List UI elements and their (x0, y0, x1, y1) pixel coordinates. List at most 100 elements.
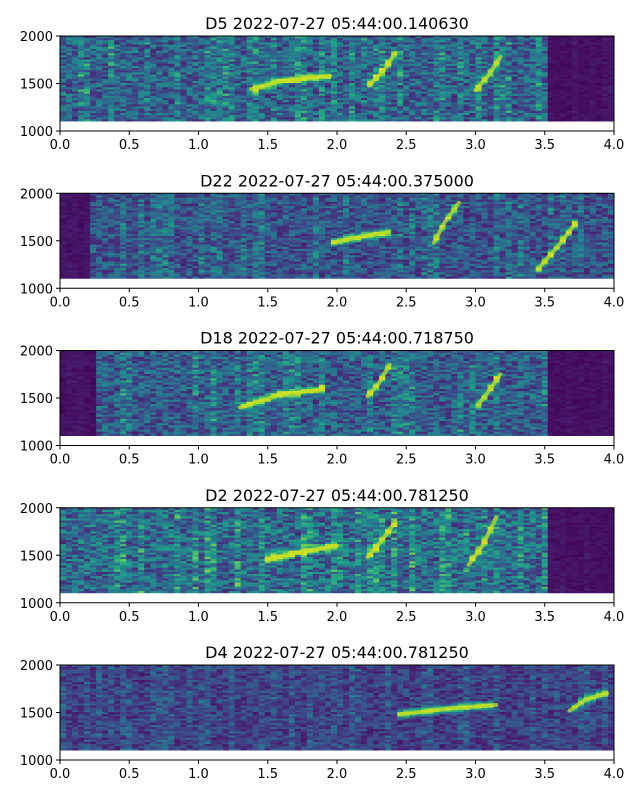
heatmap-cell (126, 85, 133, 88)
heatmap-cell (78, 70, 85, 73)
heatmap-cell (210, 108, 217, 112)
heatmap-cell (288, 38, 296, 41)
heatmap-cell (553, 42, 561, 45)
heatmap-cell (174, 78, 181, 82)
heatmap-cell (216, 112, 223, 116)
heatmap-cell (204, 55, 211, 58)
heatmap-cell (108, 106, 115, 110)
heatmap-cell (565, 104, 573, 107)
heatmap-cell (451, 50, 458, 54)
heatmap-cell (337, 68, 344, 71)
heatmap-cell (168, 61, 175, 65)
heatmap-cell (367, 72, 374, 75)
heatmap-cell (204, 227, 211, 230)
heatmap-cell (505, 55, 513, 58)
heatmap-cell (517, 76, 525, 80)
heatmap-cell (439, 117, 446, 120)
heatmap-cell (222, 80, 230, 84)
heatmap-cell (294, 72, 302, 75)
heatmap-cell (180, 97, 187, 101)
heatmap-cell (228, 272, 236, 275)
heatmap-cell (367, 110, 374, 114)
heatmap-cell (120, 221, 127, 224)
heatmap-cell (294, 119, 302, 122)
heatmap-cell (355, 85, 362, 88)
heatmap-cell (156, 274, 163, 278)
heatmap-cell (222, 242, 230, 245)
heatmap-cell (463, 46, 470, 50)
heatmap-cell (451, 97, 458, 101)
heatmap-cell (204, 93, 211, 97)
heatmap-cell (204, 263, 211, 267)
heatmap-cell (144, 253, 151, 256)
heatmap-cell (282, 108, 290, 112)
heatmap-cell (318, 110, 326, 114)
heatmap-cell (96, 272, 103, 275)
heatmap-cell (493, 104, 500, 107)
heatmap-cell (535, 57, 543, 60)
heatmap-cell (228, 255, 236, 258)
heatmap-cell (306, 80, 314, 84)
heatmap-cell (174, 110, 181, 114)
heatmap-cell (282, 44, 290, 48)
heatmap-cell (505, 72, 513, 75)
heatmap-cell (367, 78, 374, 82)
heatmap-cell (174, 44, 181, 48)
heatmap-cell (264, 59, 272, 63)
heatmap-cell (186, 257, 193, 260)
heatmap-cell (234, 231, 242, 235)
heatmap-cell (114, 108, 121, 112)
heatmap-cell (523, 36, 531, 39)
heatmap-cell (162, 238, 169, 241)
heatmap-cell (108, 74, 115, 78)
heatmap-cell (505, 93, 513, 97)
heatmap-cell (192, 72, 199, 75)
heatmap-cell (439, 85, 446, 88)
heatmap-cell (84, 276, 91, 280)
heatmap-cell (174, 106, 181, 110)
heatmap-cell (192, 257, 199, 260)
heatmap-cell (60, 72, 67, 75)
heatmap-cell (144, 274, 151, 278)
heatmap-cell (379, 46, 386, 50)
heatmap-cell (252, 104, 260, 107)
heatmap-cell (607, 61, 614, 65)
heatmap-cell (373, 68, 380, 71)
heatmap-cell (120, 112, 127, 116)
heatmap-cell (132, 253, 139, 256)
heatmap-cell (60, 263, 67, 267)
heatmap-cell (78, 268, 85, 271)
heatmap-cell (571, 93, 579, 97)
heatmap-cell (601, 91, 609, 95)
heatmap-cell (204, 240, 211, 243)
heatmap-cell (493, 115, 500, 118)
heatmap-cell (90, 50, 97, 54)
heatmap-cell (306, 61, 314, 65)
heatmap-cell (349, 46, 356, 50)
heatmap-cell (186, 36, 193, 39)
heatmap-cell (583, 74, 591, 78)
heatmap-cell (234, 221, 242, 224)
heatmap-cell (174, 97, 181, 101)
heatmap-cell (294, 117, 302, 120)
heatmap-cell (324, 36, 332, 39)
heatmap-cell (162, 110, 169, 114)
heatmap-cell (132, 63, 139, 67)
heatmap-cell (150, 102, 157, 105)
heatmap-cell (222, 110, 230, 114)
heatmap-cell (517, 78, 525, 82)
heatmap-cell (276, 61, 284, 65)
heatmap-cell (90, 272, 97, 275)
heatmap-cell (276, 106, 284, 110)
heatmap-cell (66, 255, 73, 258)
heatmap-cell (571, 68, 579, 71)
heatmap-cell (583, 80, 591, 84)
heatmap-cell (60, 85, 67, 88)
heatmap-cell (234, 119, 242, 122)
heatmap-cell (529, 112, 537, 116)
heatmap-cell (144, 248, 151, 252)
heatmap-cell (607, 53, 614, 56)
heatmap-cell (270, 117, 278, 120)
heatmap-cell (433, 91, 440, 95)
heatmap-cell (421, 102, 428, 105)
